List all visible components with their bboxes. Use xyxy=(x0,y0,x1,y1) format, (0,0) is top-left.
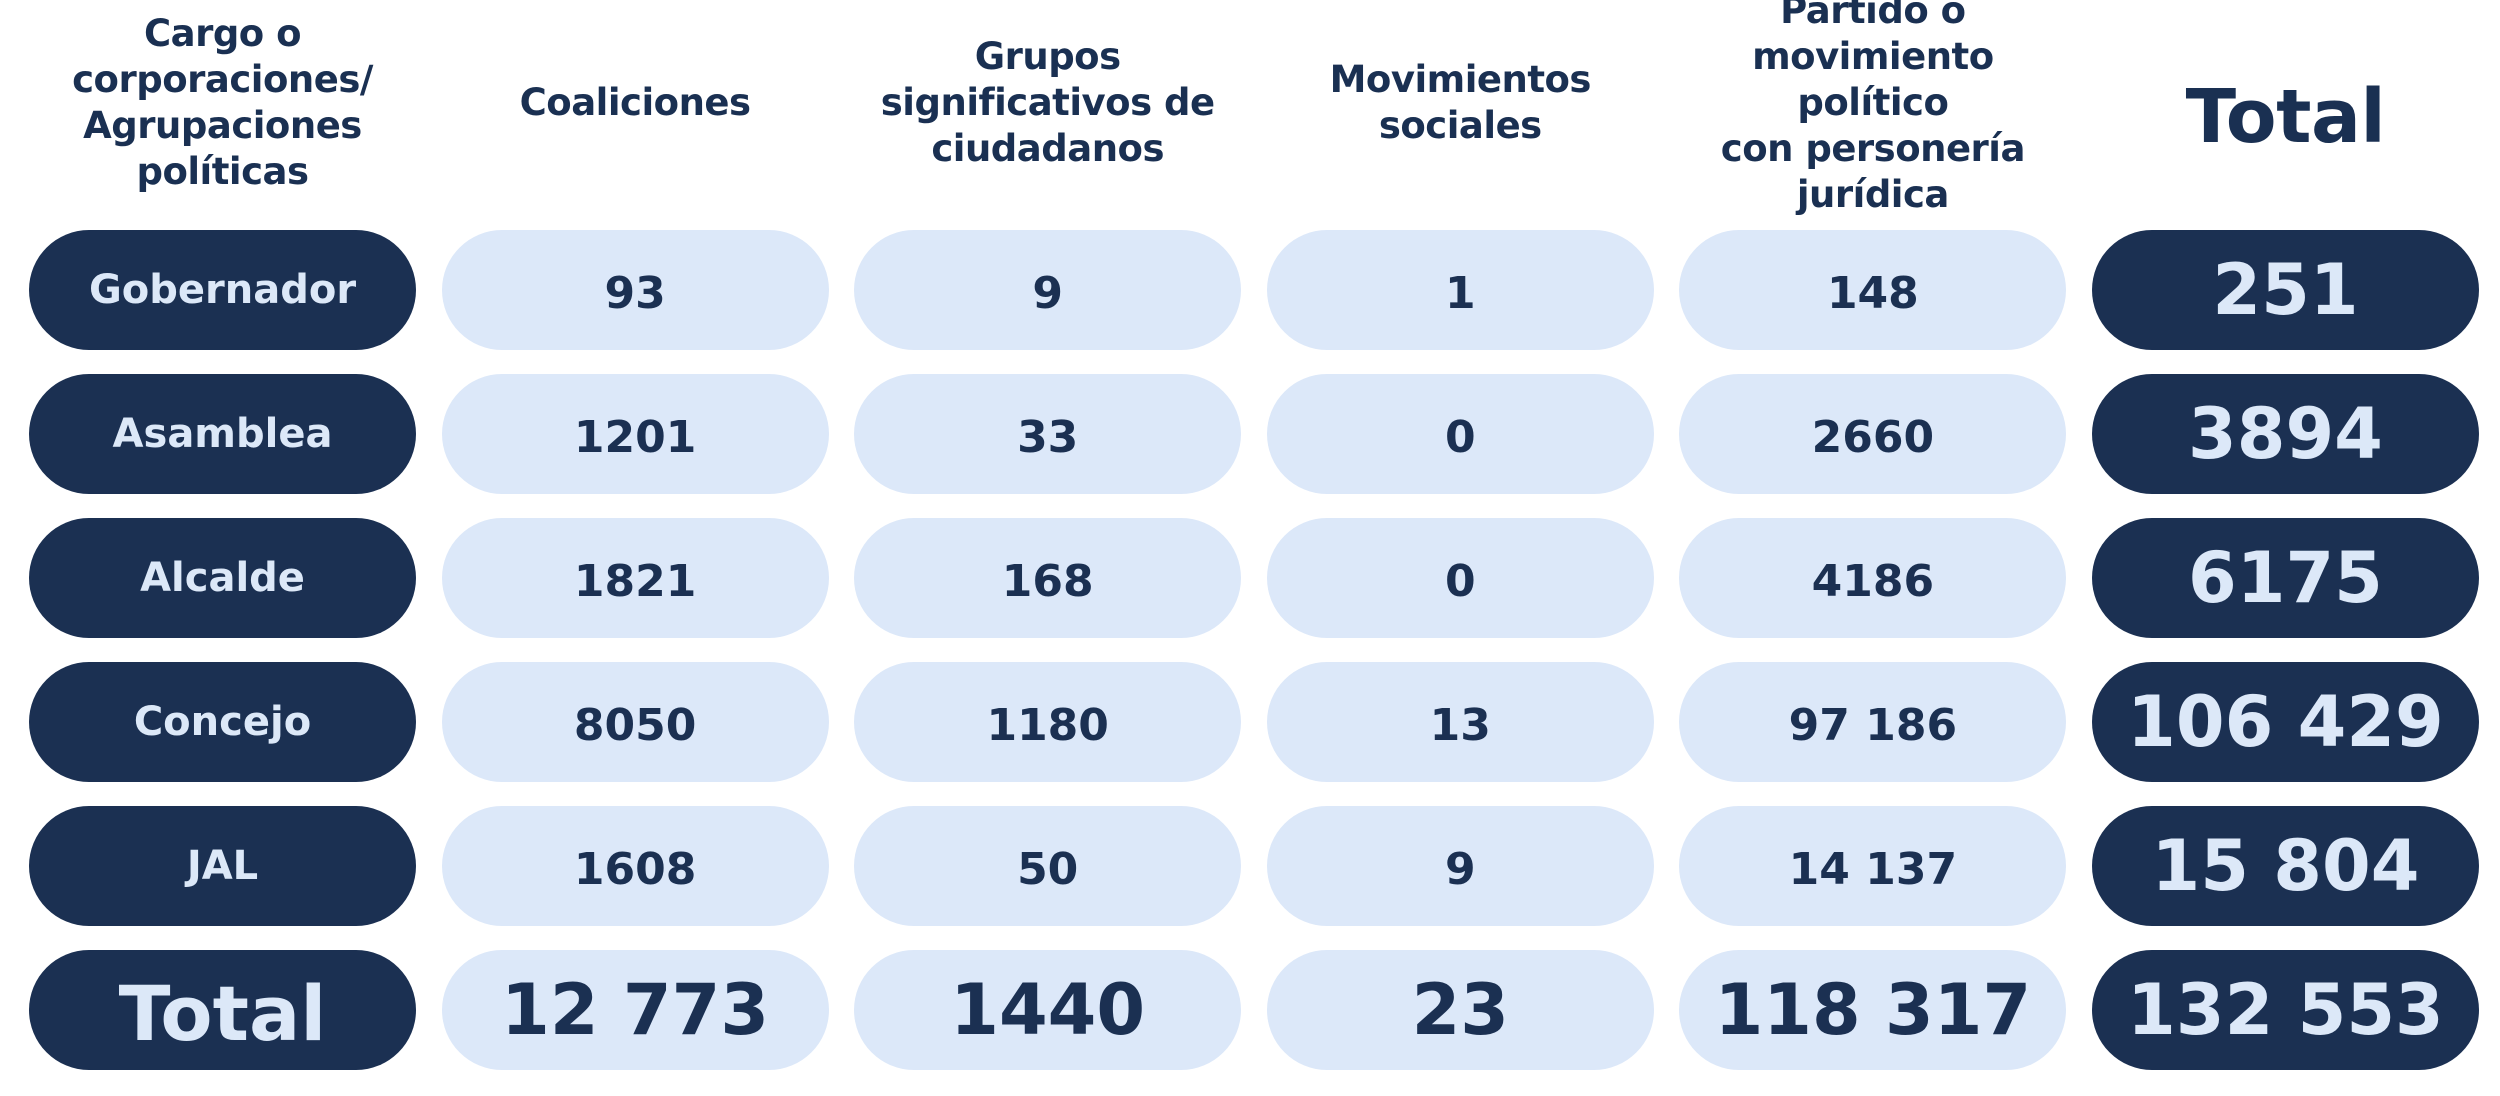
table-cell: 1180 xyxy=(854,662,1242,782)
table-cell: 0 xyxy=(1266,374,1654,494)
header-grupos-significativos: Grupos significativos de ciudadanos xyxy=(880,35,1215,170)
table-cell: 50 xyxy=(854,806,1242,926)
table-cell: 0 xyxy=(1266,518,1654,638)
row-total-cell: 3894 xyxy=(2091,374,2479,494)
total-row-cell: 118 317 xyxy=(1679,950,2067,1070)
row-label: JAL xyxy=(29,806,416,926)
header-coaliciones: Coaliciones xyxy=(519,81,751,124)
table-cell: 1201 xyxy=(441,374,829,494)
table-cell: 9 xyxy=(1266,806,1654,926)
row-total-cell: 251 xyxy=(2091,230,2479,350)
row-label: Gobernador xyxy=(29,230,416,350)
data-table: Cargo o corporaciones/ Agrupaciones polí… xyxy=(29,0,2479,1070)
row-total-cell: 106 429 xyxy=(2091,662,2479,782)
row-label: Asamblea xyxy=(29,374,416,494)
row-label: Concejo xyxy=(29,662,416,782)
header-total: Total xyxy=(2185,74,2386,160)
table-cell: 148 xyxy=(1679,230,2067,350)
table-cell: 93 xyxy=(441,230,829,350)
header-partido-movimiento: Partido o movimiento político con person… xyxy=(1720,0,2026,216)
table-cell: 168 xyxy=(854,518,1242,638)
total-row-cell: 23 xyxy=(1266,950,1654,1070)
total-row-label: Total xyxy=(29,950,416,1070)
table-cell: 2660 xyxy=(1679,374,2067,494)
table-cell: 97 186 xyxy=(1679,662,2067,782)
table-cell: 4186 xyxy=(1679,518,2067,638)
total-row-cell: 132 553 xyxy=(2091,950,2479,1070)
table-cell: 33 xyxy=(854,374,1242,494)
header-movimientos-sociales: Movimientos sociales xyxy=(1329,58,1592,147)
table-cell: 1 xyxy=(1266,230,1654,350)
table-cell: 8050 xyxy=(441,662,829,782)
row-label: Alcalde xyxy=(29,518,416,638)
total-row-cell: 12 773 xyxy=(441,950,829,1070)
table-cell: 13 xyxy=(1266,662,1654,782)
table-cell: 14 137 xyxy=(1679,806,2067,926)
table-cell: 1821 xyxy=(441,518,829,638)
header-cargo: Cargo o corporaciones/ Agrupaciones polí… xyxy=(72,12,373,193)
row-total-cell: 15 804 xyxy=(2091,806,2479,926)
table-cell: 9 xyxy=(854,230,1242,350)
table-cell: 1608 xyxy=(441,806,829,926)
row-total-cell: 6175 xyxy=(2091,518,2479,638)
total-row-cell: 1440 xyxy=(854,950,1242,1070)
